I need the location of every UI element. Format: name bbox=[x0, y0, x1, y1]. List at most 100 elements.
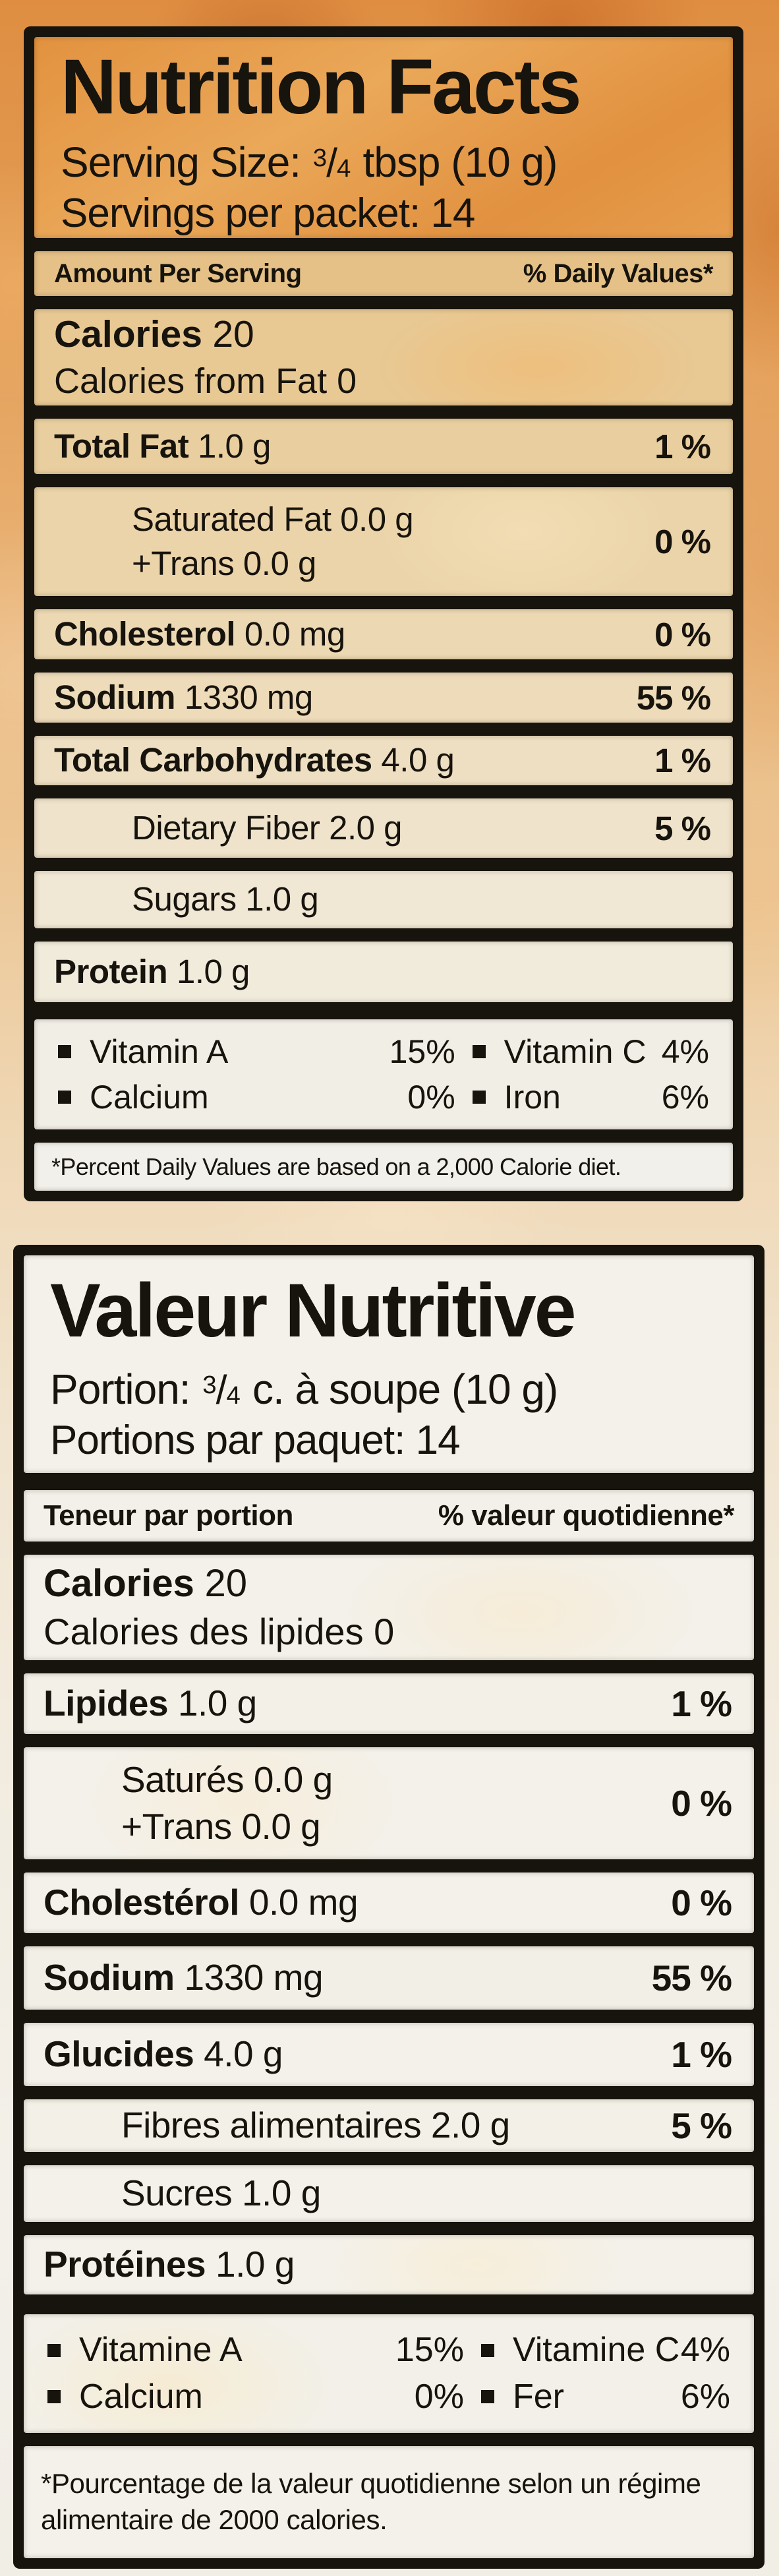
bullet-square-icon bbox=[47, 2390, 61, 2404]
calories-from-fat-line: Calories from Fat 0 bbox=[54, 361, 357, 401]
vitamin-percent: 15% bbox=[389, 1033, 455, 1070]
french-sucres-row: Sucres 1.0 g bbox=[24, 2165, 754, 2222]
english-total-carbohydrates-row: Total Carbohydrates 4.0 g 1 % bbox=[34, 736, 733, 785]
french-column-header-row: Teneur par portion % valeur quotidienne* bbox=[24, 1490, 754, 1542]
vitamine-a-item: Vitamine A 15% bbox=[47, 2332, 464, 2368]
vitamin-name: Calcium bbox=[79, 2378, 203, 2416]
vitamin-percent: 4% bbox=[680, 2331, 730, 2370]
nutrient-amount: 1.0 g bbox=[197, 427, 271, 465]
english-calories-row: Calories 20 Calories from Fat 0 bbox=[34, 309, 733, 405]
daily-value-percent: 1 % bbox=[671, 2034, 732, 2075]
row-label: Saturated Fat 0.0 g +Trans 0.0 g bbox=[132, 498, 654, 585]
nutrient-amount: 1330 mg bbox=[184, 678, 313, 716]
bullet-square-icon bbox=[58, 1090, 71, 1104]
vitamin-percent: 0% bbox=[414, 2378, 464, 2416]
iron-item: Iron 6% bbox=[472, 1078, 709, 1116]
daily-value-percent: 0 % bbox=[671, 1783, 732, 1824]
french-title-box: Valeur Nutritive Portion: 3/4 c. à soupe… bbox=[24, 1255, 754, 1473]
vitamine-c-item: Vitamine C 4% bbox=[480, 2331, 730, 2370]
bullet-square-icon bbox=[58, 1045, 71, 1059]
vitamin-name: Vitamine A bbox=[79, 2331, 243, 2370]
nutrient-name: Cholesterol bbox=[54, 614, 236, 653]
vitamin-name: Vitamin A bbox=[90, 1033, 229, 1070]
calories-line: Calories 20 bbox=[54, 311, 713, 359]
nutrient-amount: 1330 mg bbox=[184, 1957, 324, 1998]
english-servings-per-packet: Servings per packet: 14 bbox=[61, 191, 475, 237]
english-vitamins-box: Vitamin A 15% Vitamin C 4% Calcium 0% Iron 6… bbox=[34, 1019, 733, 1129]
teneur-par-portion-header: Teneur par portion bbox=[43, 1499, 293, 1532]
bullet-square-icon bbox=[480, 2390, 494, 2404]
french-proteines-row: Protéines 1.0 g bbox=[24, 2235, 754, 2294]
daily-value-percent: 0 % bbox=[654, 523, 711, 560]
nutrient-amount: 1.0 g bbox=[177, 1683, 257, 1724]
english-column-header-row: Amount Per Serving % Daily Values* bbox=[34, 251, 733, 296]
daily-value-percent: 0 % bbox=[671, 1882, 732, 1923]
vitamin-a-item: Vitamin A 15% bbox=[58, 1034, 455, 1069]
serving-suffix: tbsp (10 g) bbox=[351, 138, 558, 187]
french-footnote-box: *Pourcentage de la valeur quotidienne se… bbox=[24, 2446, 754, 2558]
french-vitamins-box: Vitamine A 15% Vitamine C 4% Calcium 0% Fer… bbox=[24, 2314, 754, 2433]
english-sugars-row: Sugars 1.0 g bbox=[34, 871, 733, 928]
english-panel-title: Nutrition Facts bbox=[61, 44, 582, 131]
daily-values-header: % Daily Values* bbox=[523, 258, 714, 288]
row-label: Protéines 1.0 g bbox=[43, 2241, 732, 2289]
english-saturated-fat-row: Saturated Fat 0.0 g +Trans 0.0 g 0 % bbox=[34, 487, 733, 596]
row-label: Total Fat 1.0 g bbox=[54, 425, 654, 468]
nutrient-name: Sodium bbox=[43, 1957, 175, 1998]
english-title-box: Nutrition Facts Serving Size: 3/4 tbsp (… bbox=[34, 37, 733, 238]
row-label: Lipides 1.0 g bbox=[43, 1680, 671, 1727]
row-label: Sodium 1330 mg bbox=[43, 1954, 652, 2002]
row-label: Cholestérol 0.0 mg bbox=[43, 1879, 671, 1927]
fraction-denominator: 4 bbox=[226, 1381, 241, 1410]
calories-des-lipides-line: Calories des lipides 0 bbox=[43, 1611, 395, 1653]
nutrient-amount: 0.0 mg bbox=[244, 614, 345, 653]
row-label: Cholesterol 0.0 mg bbox=[54, 613, 654, 656]
daily-value-percent: 55 % bbox=[636, 678, 711, 717]
serving-suffix: c. à soupe (10 g) bbox=[241, 1365, 558, 1414]
fraction-numerator: 3 bbox=[312, 144, 327, 173]
english-total-fat-row: Total Fat 1.0 g 1 % bbox=[34, 419, 733, 474]
vitamin-percent: 6% bbox=[680, 2378, 730, 2416]
row-label: Fibres alimentaires 2.0 g bbox=[121, 2105, 510, 2146]
calcium-item: Calcium 0% bbox=[47, 2379, 464, 2415]
trans-fat-line: +Trans 0.0 g bbox=[132, 544, 316, 582]
nutrient-name: Total Fat bbox=[54, 427, 189, 465]
english-dietary-fiber-row: Dietary Fiber 2.0 g 5 % bbox=[34, 798, 733, 858]
row-label: Total Carbohydrates 4.0 g bbox=[54, 738, 654, 782]
french-servings-per-packet: Portions par paquet: 14 bbox=[50, 1418, 461, 1464]
nutrient-name: Glucides bbox=[43, 2033, 194, 2075]
french-calories-row: Calories 20 Calories des lipides 0 bbox=[24, 1555, 754, 1660]
daily-value-percent: 1 % bbox=[654, 427, 711, 465]
row-label: Glucides 4.0 g bbox=[43, 2031, 671, 2078]
nutrient-amount: 1.0 g bbox=[216, 2244, 295, 2285]
vitamin-name: Vitamin C bbox=[504, 1033, 647, 1070]
calories-line: Calories 20 bbox=[43, 1559, 734, 1608]
vitamin-name: Fer bbox=[512, 2378, 564, 2416]
french-satures-row: Saturés 0.0 g +Trans 0.0 g 0 % bbox=[24, 1747, 754, 1859]
fraction-numerator: 3 bbox=[202, 1371, 216, 1400]
daily-value-percent: 5 % bbox=[671, 2105, 732, 2146]
serving-prefix: Portion: bbox=[50, 1365, 202, 1414]
vitamin-name: Vitamine C bbox=[512, 2331, 680, 2370]
nutrient-name: Sodium bbox=[54, 678, 176, 716]
daily-value-percent: 5 % bbox=[654, 809, 711, 847]
daily-value-percent: 1 % bbox=[654, 742, 711, 779]
vitamin-percent: 6% bbox=[661, 1078, 709, 1116]
vitamin-name: Iron bbox=[504, 1078, 561, 1116]
french-panel-title: Valeur Nutritive bbox=[50, 1269, 577, 1353]
calories-value: 20 bbox=[212, 313, 254, 355]
english-footnote-text: *Percent Daily Values are based on a 2,0… bbox=[51, 1153, 621, 1180]
fer-item: Fer 6% bbox=[480, 2378, 730, 2416]
nutrition-facts-panel-english: Nutrition Facts Serving Size: 3/4 tbsp (… bbox=[24, 26, 743, 1201]
vitamin-name: Calcium bbox=[90, 1078, 209, 1116]
row-label: Sucres 1.0 g bbox=[121, 2172, 321, 2214]
french-footnote-text: *Pourcentage de la valeur quotidienne se… bbox=[41, 2468, 701, 2535]
daily-value-percent: 55 % bbox=[651, 1958, 732, 1998]
trans-line: +Trans 0.0 g bbox=[121, 1806, 321, 1847]
english-cholesterol-row: Cholesterol 0.0 mg 0 % bbox=[34, 609, 733, 659]
nutrient-amount: 4.0 g bbox=[204, 2033, 283, 2075]
nutrient-amount: 4.0 g bbox=[381, 741, 455, 779]
english-sodium-row: Sodium 1330 mg 55 % bbox=[34, 673, 733, 723]
amount-per-serving-header: Amount Per Serving bbox=[54, 258, 302, 288]
vitamin-percent: 4% bbox=[661, 1033, 709, 1070]
